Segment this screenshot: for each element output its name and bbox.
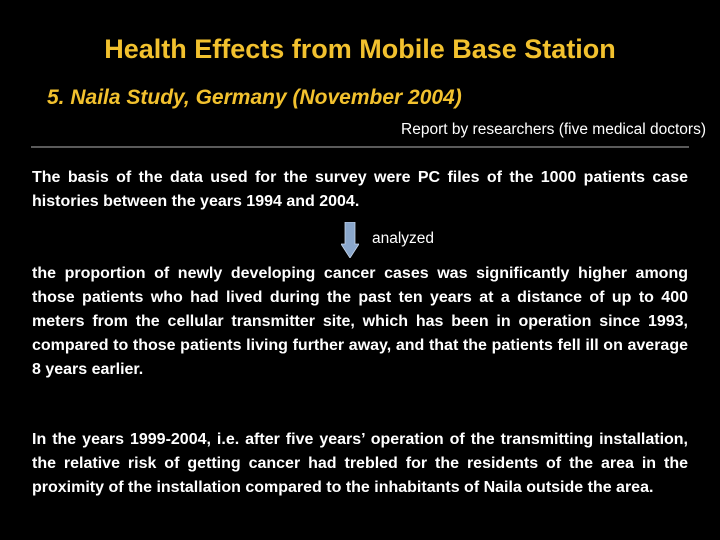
finding-paragraph: the proportion of newly developing cance… xyxy=(32,265,688,378)
slide-subtitle: 5. Naila Study, Germany (November 2004) xyxy=(47,86,462,109)
analyzed-label: analyzed xyxy=(372,230,435,247)
divider-line xyxy=(31,146,689,148)
basis-paragraph: The basis of the data used for the surve… xyxy=(32,169,688,210)
down-arrow-icon xyxy=(341,222,359,258)
report-note: Report by researchers (five medical doct… xyxy=(401,121,706,138)
slide-title: Health Effects from Mobile Base Station xyxy=(104,34,616,64)
risk-paragraph: In the years 1999-2004, i.e. after five … xyxy=(32,431,688,496)
